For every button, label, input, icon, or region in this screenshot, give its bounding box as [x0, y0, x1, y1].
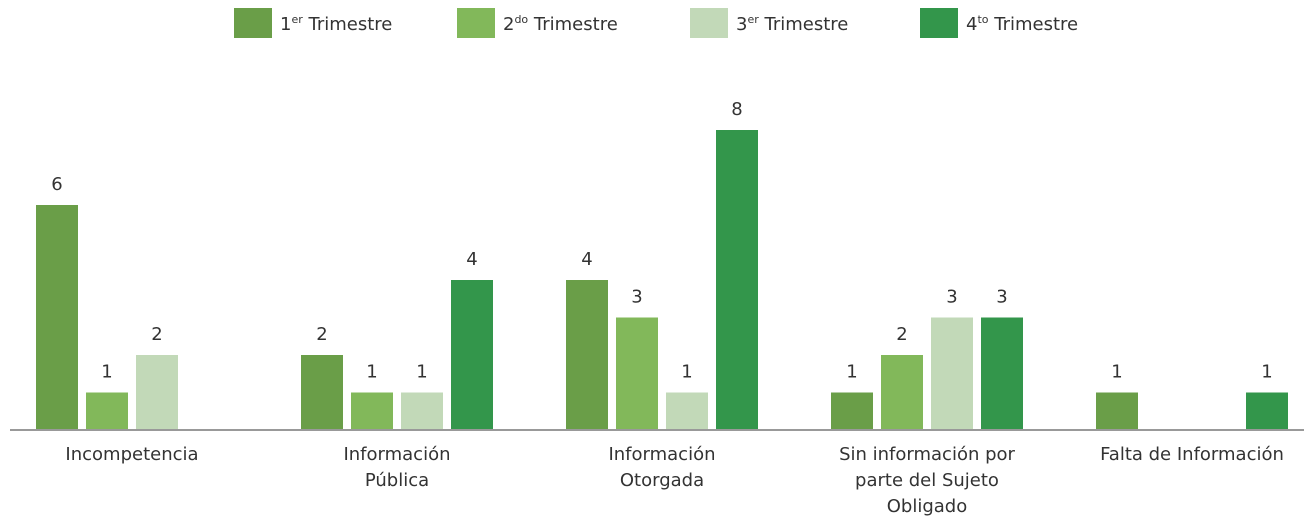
legend-swatch — [920, 8, 958, 38]
value-label: 1 — [101, 362, 112, 383]
legend-label: 4to Trimestre — [966, 13, 1078, 35]
value-label: 3 — [996, 287, 1007, 308]
value-label: 6 — [51, 174, 62, 195]
legend-swatch — [690, 8, 728, 38]
value-label: 1 — [416, 362, 427, 383]
x-tick-label: Información Pública — [343, 444, 451, 491]
x-tick-label: Falta de Información — [1100, 444, 1284, 465]
bar — [566, 280, 608, 430]
bar — [831, 392, 873, 430]
bar — [981, 317, 1023, 430]
legend-label: 1er Trimestre — [280, 13, 392, 35]
legend-swatch — [457, 8, 495, 38]
bar — [401, 392, 443, 430]
bar — [351, 392, 393, 430]
value-label: 2 — [151, 324, 162, 345]
value-label: 4 — [466, 249, 477, 270]
bar — [881, 355, 923, 430]
x-tick-label: Sin información por parte del Sujeto Obl… — [839, 444, 1015, 517]
bar — [716, 130, 758, 430]
value-label: 2 — [316, 324, 327, 345]
bar — [451, 280, 493, 430]
value-label: 1 — [681, 362, 692, 383]
x-tick-label: Información Otorgada — [608, 444, 716, 491]
bar — [36, 205, 78, 430]
bar — [1246, 392, 1288, 430]
value-label: 1 — [1111, 362, 1122, 383]
value-label: 1 — [1261, 362, 1272, 383]
value-label: 2 — [896, 324, 907, 345]
value-label: 1 — [366, 362, 377, 383]
value-label: 1 — [846, 362, 857, 383]
bar — [136, 355, 178, 430]
value-label: 3 — [631, 287, 642, 308]
legend-label: 3er Trimestre — [736, 13, 848, 35]
bar — [1096, 392, 1138, 430]
value-label: 3 — [946, 287, 957, 308]
legend-label: 2do Trimestre — [503, 13, 618, 35]
value-label: 4 — [581, 249, 592, 270]
value-label: 8 — [731, 99, 742, 120]
bar — [301, 355, 343, 430]
x-tick-label: Incompetencia — [65, 444, 199, 465]
bar — [86, 392, 128, 430]
bar — [666, 392, 708, 430]
bar — [931, 317, 973, 430]
legend-swatch — [234, 8, 272, 38]
bar — [616, 317, 658, 430]
